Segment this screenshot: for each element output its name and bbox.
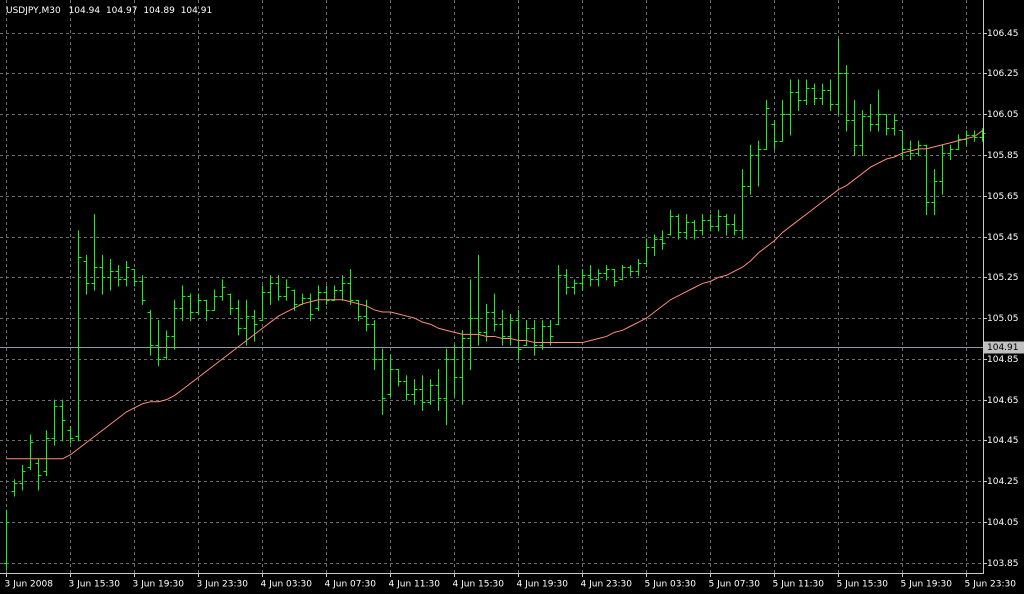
- x-tick-label: 5 Jun 19:30: [901, 580, 953, 590]
- chart-header: USDJPY,M30 104.94 104.97 104.89 104.91: [6, 6, 212, 16]
- grid: [0, 0, 983, 573]
- axes: 103.85 104.05 104.25 104.45 104.65 104.85 105.…: [5, 29, 1024, 590]
- bar-low: 104.89: [143, 6, 175, 16]
- x-tick-label: 5 Jun 03:30: [645, 580, 697, 590]
- bar-open: 104.94: [69, 6, 101, 16]
- y-tick-label: 104.25: [987, 477, 1019, 487]
- y-tick-label: 104.85: [987, 355, 1019, 365]
- bar-high: 104.97: [106, 6, 138, 16]
- y-tick-label: 106.45: [987, 29, 1019, 39]
- x-tick-label: 5 Jun 23:30: [965, 580, 1017, 590]
- x-tick-label: 4 Jun 07:30: [325, 580, 377, 590]
- x-tick-label: 4 Jun 23:30: [581, 580, 633, 590]
- current-price-label: 104.91: [987, 343, 1019, 353]
- x-tick-label: 5 Jun 11:30: [773, 580, 825, 590]
- x-tick-label: 3 Jun 15:30: [69, 580, 121, 590]
- x-tick-label: 5 Jun 15:30: [837, 580, 889, 590]
- x-tick-label: 4 Jun 15:30: [453, 580, 505, 590]
- x-tick-label: 4 Jun 03:30: [261, 580, 313, 590]
- plot: [3, 38, 986, 570]
- y-tick-label: 106.25: [987, 69, 1019, 79]
- x-tick-label: 3 Jun 2008: [5, 580, 54, 590]
- symbol: USDJPY,M30: [6, 6, 61, 16]
- y-tick-label: 105.85: [987, 151, 1019, 161]
- y-tick-label: 104.65: [987, 396, 1019, 406]
- x-tick-label: 4 Jun 19:30: [517, 580, 569, 590]
- y-tick-label: 106.05: [987, 110, 1019, 120]
- moving-average: [6, 130, 983, 460]
- x-tick-label: 4 Jun 11:30: [389, 580, 441, 590]
- y-tick-label: 104.05: [987, 518, 1019, 528]
- y-tick-label: 105.25: [987, 273, 1019, 283]
- y-tick-label: 104.45: [987, 436, 1019, 446]
- y-tick-label: 105.65: [987, 192, 1019, 202]
- y-tick-label: 105.05: [987, 314, 1019, 324]
- x-tick-label: 3 Jun 19:30: [133, 580, 185, 590]
- current-price-box: [984, 341, 1024, 354]
- y-tick-label: 105.45: [987, 233, 1019, 243]
- bar-close: 104.91: [181, 6, 213, 16]
- y-tick-label: 103.85: [987, 559, 1019, 569]
- x-tick-label: 5 Jun 07:30: [709, 580, 761, 590]
- x-tick-label: 3 Jun 23:30: [197, 580, 249, 590]
